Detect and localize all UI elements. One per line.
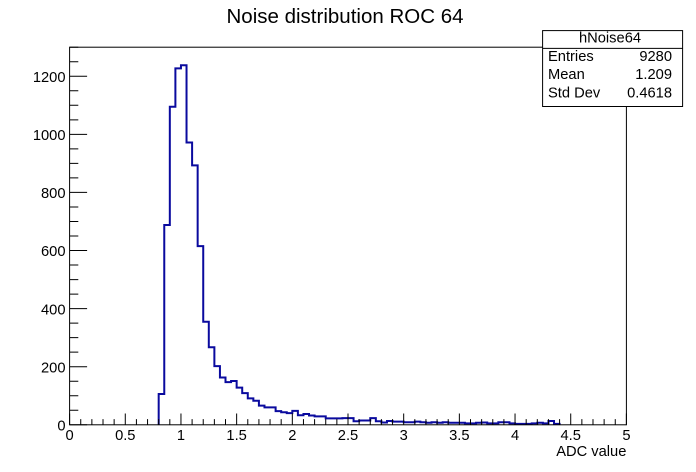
- svg-text:1: 1: [177, 428, 185, 444]
- svg-text:2: 2: [288, 428, 296, 444]
- svg-text:4.5: 4.5: [561, 428, 581, 444]
- svg-text:Noise distribution ROC 64: Noise distribution ROC 64: [227, 5, 464, 28]
- svg-text:1.5: 1.5: [226, 428, 246, 444]
- svg-text:800: 800: [41, 186, 66, 202]
- svg-text:4: 4: [511, 428, 519, 444]
- svg-text:ADC value: ADC value: [556, 444, 626, 460]
- svg-text:1200: 1200: [33, 70, 66, 86]
- svg-text:0.5: 0.5: [115, 428, 135, 444]
- svg-text:1000: 1000: [33, 128, 66, 144]
- svg-text:5: 5: [622, 428, 630, 444]
- svg-text:3: 3: [400, 428, 408, 444]
- svg-text:3.5: 3.5: [449, 428, 469, 444]
- svg-text:0: 0: [57, 419, 65, 435]
- svg-text:0.4618: 0.4618: [623, 85, 672, 101]
- svg-text:Std Dev: Std Dev: [548, 85, 604, 101]
- svg-text:9280: 9280: [635, 49, 672, 65]
- svg-text:400: 400: [41, 302, 66, 318]
- svg-text:0: 0: [66, 428, 74, 444]
- svg-text:200: 200: [41, 360, 66, 376]
- svg-text:2.5: 2.5: [338, 428, 358, 444]
- svg-text:1.209: 1.209: [627, 67, 672, 83]
- svg-text:600: 600: [41, 244, 66, 260]
- svg-text:Entries: Entries: [548, 49, 598, 65]
- svg-text:Mean: Mean: [548, 67, 589, 83]
- svg-text:hNoise64: hNoise64: [579, 31, 641, 47]
